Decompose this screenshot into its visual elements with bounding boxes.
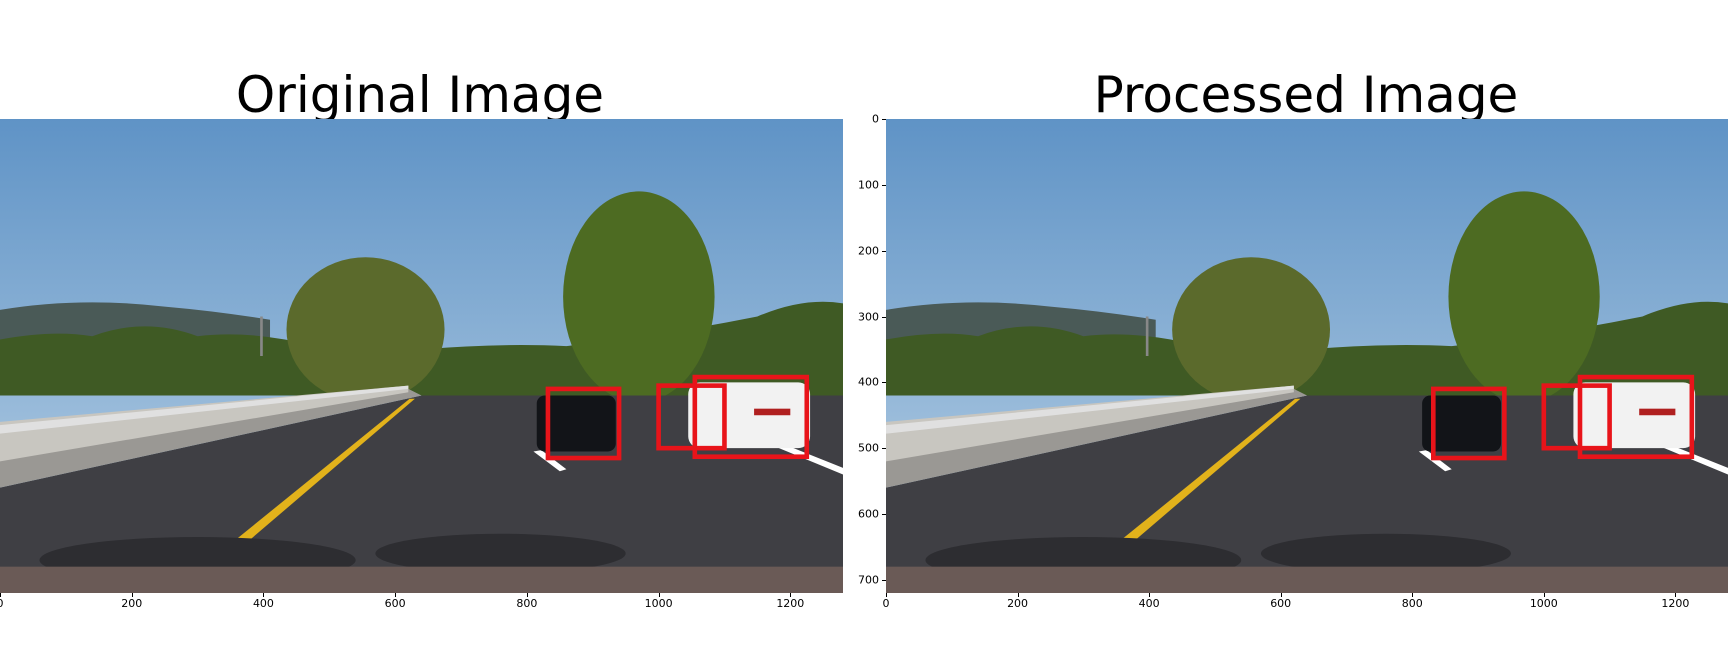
- processed-photo: [886, 119, 1728, 593]
- y-tick-label: 700: [858, 573, 879, 587]
- original-plot: [0, 119, 843, 593]
- y-tick-label: 300: [858, 310, 879, 323]
- x-tick-mark: [1412, 593, 1414, 597]
- y-tick-mark: [882, 382, 886, 384]
- yellow-line: [1080, 398, 1301, 574]
- x-tick-label: 1000: [1529, 597, 1558, 610]
- shadow-right: [375, 533, 626, 574]
- y-tick-mark: [882, 250, 886, 252]
- black-car: [536, 395, 616, 452]
- hood: [886, 566, 1728, 593]
- x-tick-mark: [1149, 593, 1151, 597]
- x-tick-label: 0: [0, 598, 4, 609]
- x-tick-label: 1200: [1661, 597, 1690, 610]
- x-tick-label: 200: [121, 597, 143, 610]
- x-tick-mark: [131, 593, 133, 597]
- tail-light: [1639, 408, 1676, 416]
- y-tick-mark: [882, 119, 886, 120]
- tree-right: [563, 191, 715, 403]
- detection-box-2: [1577, 374, 1695, 460]
- x-tick-label: 600: [384, 597, 406, 610]
- processed-plot: [886, 119, 1728, 593]
- x-tick-mark: [0, 593, 1, 597]
- x-tick-label: 200: [1007, 597, 1029, 610]
- x-tick-label: 1000: [644, 597, 673, 610]
- y-tick-mark: [882, 184, 886, 186]
- x-tick-label: 0: [882, 597, 890, 610]
- x-tick-label: 800: [1401, 597, 1423, 610]
- detection-box-1: [656, 383, 727, 451]
- x-tick-mark: [395, 593, 397, 597]
- x-tick-mark: [658, 593, 660, 597]
- y-tick-mark: [882, 579, 886, 581]
- guard-rail: [0, 385, 409, 434]
- light-pole: [1145, 316, 1149, 356]
- y-tick-mark: [882, 514, 886, 515]
- detection-box-0: [1430, 386, 1507, 461]
- tail-light: [754, 408, 791, 416]
- hood: [0, 566, 843, 593]
- tree-center: [286, 257, 445, 403]
- tree-center: [1172, 257, 1331, 403]
- barrier: [0, 385, 409, 462]
- detection-box-2: [692, 374, 810, 460]
- x-tick-mark: [263, 593, 265, 597]
- y-tick-label: 200: [858, 244, 879, 258]
- x-tick-mark: [790, 593, 792, 597]
- guard-rail: [886, 385, 1294, 434]
- light-pole: [260, 316, 263, 356]
- lane-dash: [533, 450, 567, 472]
- y-tick-label: 100: [858, 178, 879, 192]
- x-tick-label: 400: [252, 597, 274, 610]
- x-tick-label: 400: [1138, 597, 1160, 610]
- processed-title: Processed Image: [1093, 66, 1519, 124]
- x-tick-mark: [886, 593, 887, 597]
- barrier: [886, 385, 1294, 462]
- original-title: Original Image: [235, 66, 605, 124]
- y-tick-label: 600: [858, 507, 879, 521]
- x-tick-mark: [1280, 593, 1282, 597]
- white-car: [1573, 382, 1696, 449]
- original-photo: [0, 119, 843, 593]
- tree-right: [1448, 191, 1600, 403]
- x-tick-label: 800: [516, 597, 538, 610]
- x-tick-mark: [526, 593, 528, 597]
- y-tick-mark: [882, 448, 886, 450]
- white-car: [688, 382, 811, 449]
- shadow-right: [1260, 533, 1511, 574]
- shoulder: [886, 388, 1307, 488]
- x-tick-label: 600: [1270, 597, 1292, 610]
- black-car: [1422, 395, 1502, 452]
- lane-dash: [1418, 450, 1452, 472]
- x-tick-mark: [1543, 593, 1545, 597]
- y-tick-label: 0: [872, 112, 879, 126]
- detection-box-0: [545, 386, 622, 461]
- y-tick-label: 400: [858, 375, 879, 389]
- x-tick-mark: [1675, 593, 1677, 597]
- yellow-line: [194, 398, 415, 574]
- shoulder: [0, 388, 422, 488]
- x-tick-label: 1200: [776, 597, 805, 610]
- detection-box-1: [1541, 383, 1612, 451]
- x-tick-mark: [1017, 593, 1019, 597]
- original-panel: Original Image 0 200 400 600 800 1000 1200: [0, 66, 843, 610]
- y-tick-label: 500: [858, 441, 879, 455]
- y-tick-mark: [882, 316, 886, 318]
